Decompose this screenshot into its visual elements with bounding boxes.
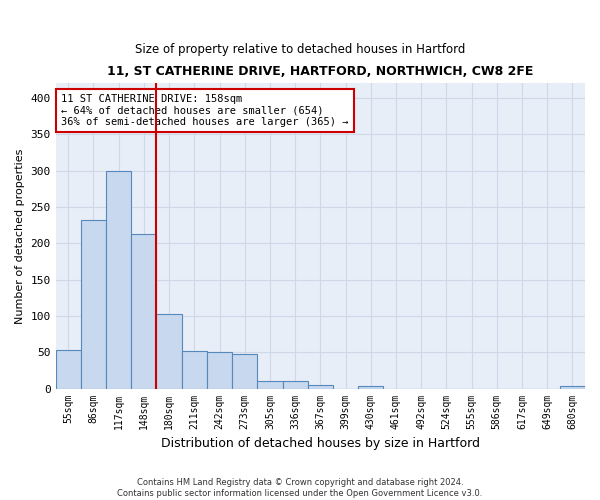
Y-axis label: Number of detached properties: Number of detached properties bbox=[15, 148, 25, 324]
Text: Size of property relative to detached houses in Hartford: Size of property relative to detached ho… bbox=[135, 42, 465, 56]
Bar bbox=[106, 170, 131, 388]
Bar bbox=[257, 382, 283, 388]
X-axis label: Distribution of detached houses by size in Hartford: Distribution of detached houses by size … bbox=[161, 437, 480, 450]
Bar bbox=[358, 386, 383, 388]
Bar bbox=[308, 385, 333, 388]
Title: 11, ST CATHERINE DRIVE, HARTFORD, NORTHWICH, CW8 2FE: 11, ST CATHERINE DRIVE, HARTFORD, NORTHW… bbox=[107, 65, 533, 78]
Bar bbox=[182, 351, 207, 389]
Bar bbox=[560, 386, 585, 388]
Bar bbox=[56, 350, 81, 389]
Bar bbox=[283, 382, 308, 388]
Bar bbox=[157, 314, 182, 388]
Bar bbox=[81, 220, 106, 388]
Bar bbox=[131, 234, 157, 388]
Text: Contains HM Land Registry data © Crown copyright and database right 2024.
Contai: Contains HM Land Registry data © Crown c… bbox=[118, 478, 482, 498]
Bar bbox=[232, 354, 257, 388]
Text: 11 ST CATHERINE DRIVE: 158sqm
← 64% of detached houses are smaller (654)
36% of : 11 ST CATHERINE DRIVE: 158sqm ← 64% of d… bbox=[61, 94, 349, 127]
Bar bbox=[207, 352, 232, 389]
